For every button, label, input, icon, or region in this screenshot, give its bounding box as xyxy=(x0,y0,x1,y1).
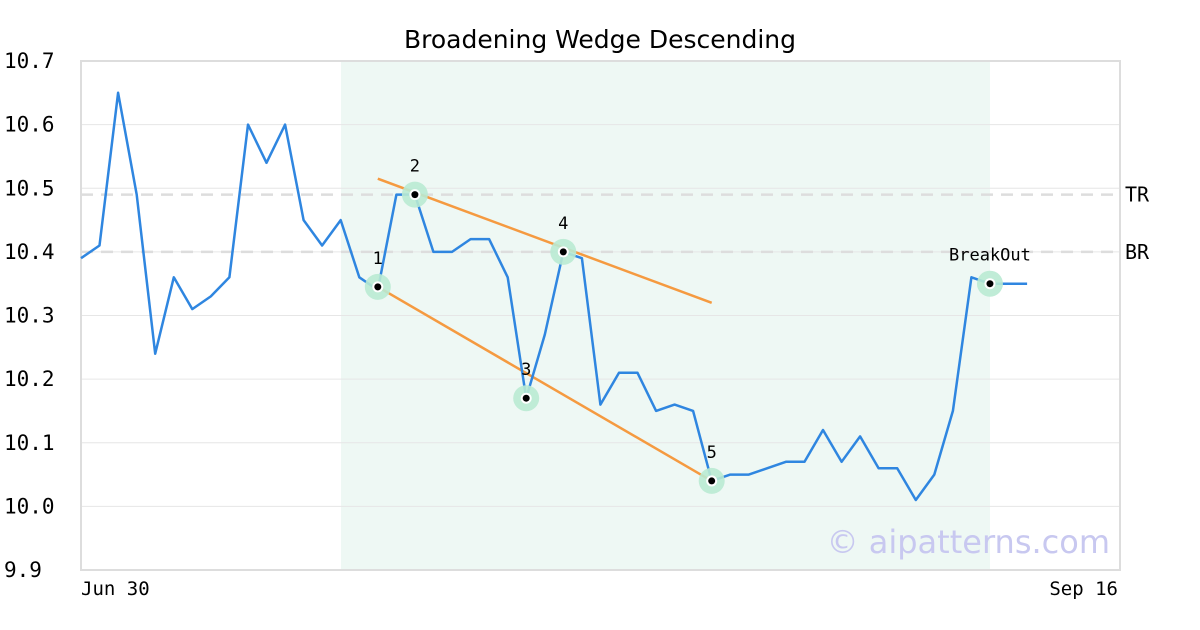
y-tick-label: 10.2 xyxy=(4,367,55,391)
chart-title: Broadening Wedge Descending xyxy=(404,25,796,54)
point-label: 2 xyxy=(410,157,420,177)
point-label: 1 xyxy=(373,249,383,269)
y-tick-label: 9.9 xyxy=(4,558,42,582)
price-line xyxy=(80,91,1028,502)
y-tick-label: 10.6 xyxy=(4,113,55,137)
trendlines xyxy=(377,177,713,483)
point-label: 4 xyxy=(558,214,568,234)
plot-frame xyxy=(80,60,1121,571)
trendline xyxy=(377,285,713,483)
trendline xyxy=(377,177,713,304)
gridlines xyxy=(81,124,1120,507)
y-tick-label: 10.1 xyxy=(4,431,55,455)
y-tick-label: 10.7 xyxy=(4,49,55,73)
point-marker xyxy=(708,477,716,485)
y-tick-label: 10.4 xyxy=(4,240,55,264)
point-label: BreakOut xyxy=(949,246,1031,266)
point-marker xyxy=(559,248,567,256)
y-tick-label: 10.0 xyxy=(4,494,55,518)
x-tick-label: Sep 16 xyxy=(1049,578,1118,600)
point-label: 5 xyxy=(707,443,717,463)
level-label: TR xyxy=(1125,183,1150,207)
x-tick-label: Jun 30 xyxy=(81,578,150,600)
point-marker xyxy=(522,394,530,402)
level-label: BR xyxy=(1125,240,1150,264)
point-marker xyxy=(374,283,382,291)
pattern-points: 1 2 3 4 5 BreakOut xyxy=(364,157,1031,494)
watermark: © aipatterns.com xyxy=(827,523,1110,561)
y-tick-label: 10.5 xyxy=(4,176,55,200)
level-lines: TR BR xyxy=(81,183,1150,264)
y-axis-ticks: 10.7 10.6 10.5 10.4 10.3 10.2 10.1 10.0 9.9 xyxy=(4,49,55,582)
point-marker xyxy=(411,191,419,199)
point-label: 3 xyxy=(521,360,531,380)
point-marker xyxy=(986,280,994,288)
y-tick-label: 10.3 xyxy=(4,304,55,328)
x-axis-ticks: Jun 30 Sep 16 xyxy=(81,578,1118,600)
